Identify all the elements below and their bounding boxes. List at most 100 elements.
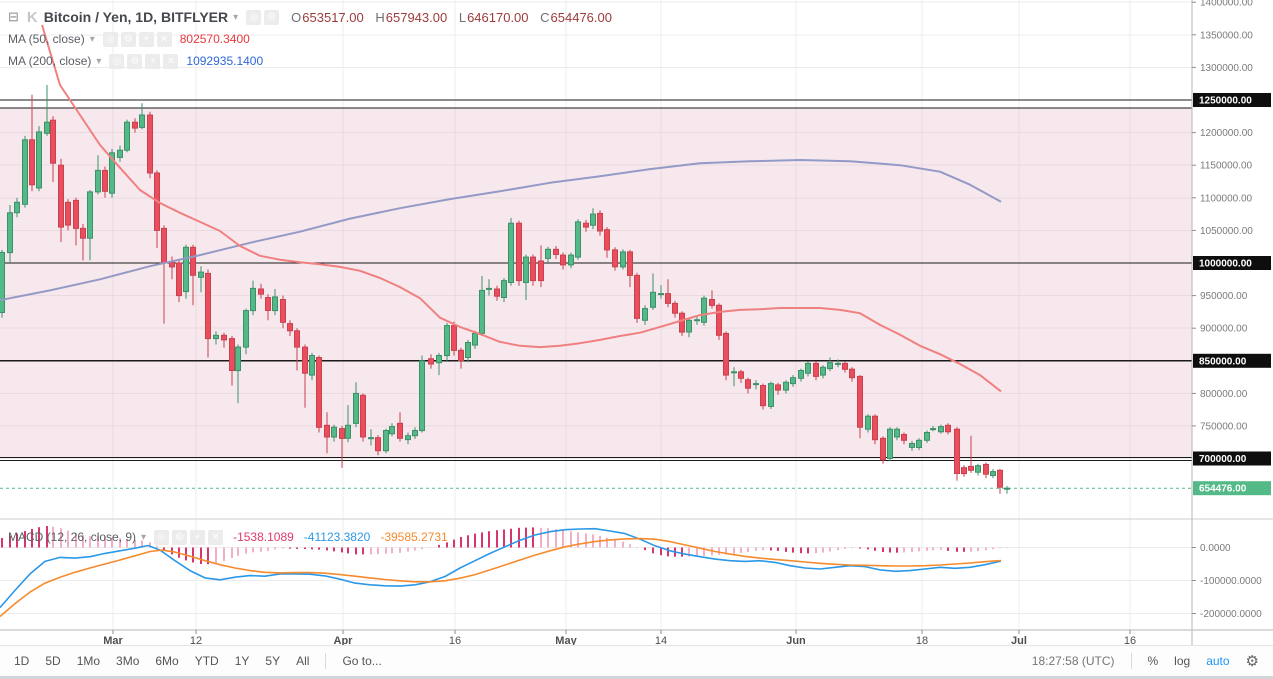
ma200-value: 1092935.1400 — [186, 54, 264, 68]
chevron-down-icon[interactable]: ▾ — [233, 11, 239, 23]
ma200-line — [0, 159, 1002, 302]
svg-text:1100000.00: 1100000.00 — [1200, 193, 1253, 204]
ma50-value: 802570.3400 — [179, 32, 250, 46]
svg-text:May: May — [555, 635, 577, 645]
chart-canvas[interactable]: 750000.00 800000.00 900000.00 950000.00 1050… — [0, 0, 1273, 645]
chevron-down-icon[interactable]: ▾ — [141, 531, 147, 543]
visibility-toggle-icon[interactable]: ◎ — [246, 9, 262, 25]
low-value: 646170.00 — [467, 9, 529, 25]
macd-signal-value: -39585.2731 — [380, 530, 448, 544]
range-5d[interactable]: 5D — [45, 654, 61, 668]
range-switcher: 1D 5D 1Mo 3Mo 6Mo YTD 1Y 5Y All Go to... — [14, 653, 382, 669]
axis-settings: 18:27:58 (UTC) % log auto ⚙ — [1032, 652, 1259, 670]
percent-scale-toggle[interactable]: % — [1147, 654, 1159, 668]
svg-text:1150000.00: 1150000.00 — [1200, 161, 1253, 172]
chevron-down-icon[interactable]: ▾ — [96, 55, 102, 67]
price-axis[interactable]: 750000.00 800000.00 900000.00 950000.00 1050… — [1191, 0, 1271, 645]
svg-text:950000.00: 950000.00 — [1200, 291, 1248, 302]
settings-gear-icon[interactable]: ⚙ — [264, 9, 280, 25]
svg-text:1400000.00: 1400000.00 — [1200, 0, 1253, 9]
visibility-toggle-icon[interactable]: ◎ — [102, 31, 118, 47]
range-all[interactable]: All — [296, 654, 310, 668]
svg-text:Jul: Jul — [1011, 635, 1027, 645]
svg-text:0.0000: 0.0000 — [1200, 543, 1231, 554]
svg-text:1350000.00: 1350000.00 — [1200, 30, 1253, 41]
remove-indicator-icon[interactable]: ✕ — [208, 529, 224, 545]
high-value: 657943.00 — [385, 9, 448, 25]
macd-line — [0, 527, 1002, 609]
macd-legend: MACD (12, 26, close, 9) ▾ ◎ ⚙ + ✕ -1538.… — [8, 526, 448, 548]
range-ytd[interactable]: YTD — [194, 654, 219, 668]
svg-text:12: 12 — [190, 635, 202, 645]
svg-text:16: 16 — [1124, 635, 1136, 645]
svg-text:1200000.00: 1200000.00 — [1200, 128, 1253, 139]
settings-gear-icon[interactable]: ⚙ — [120, 31, 136, 47]
visibility-toggle-icon[interactable]: ◎ — [109, 53, 125, 69]
svg-text:850000.00: 850000.00 — [1199, 356, 1247, 367]
open-value: 653517.00 — [302, 9, 364, 25]
close-label: C — [540, 9, 550, 25]
highlight-band — [0, 108, 1192, 458]
ma50-line — [41, 24, 1002, 393]
svg-text:700000.00: 700000.00 — [1199, 454, 1247, 465]
low-label: L — [458, 9, 467, 25]
settings-gear-icon[interactable]: ⚙ — [172, 529, 188, 545]
macd-hist-value: -1538.1089 — [233, 530, 294, 544]
svg-text:-200000.0000: -200000.0000 — [1200, 609, 1262, 620]
svg-text:18: 18 — [916, 635, 928, 645]
svg-text:750000.00: 750000.00 — [1200, 421, 1248, 432]
svg-text:Mar: Mar — [103, 635, 123, 645]
svg-text:Jun: Jun — [786, 635, 806, 645]
svg-text:1250000.00: 1250000.00 — [1199, 96, 1252, 107]
macd-signal-line — [0, 537, 1002, 618]
svg-text:Apr: Apr — [334, 635, 354, 645]
auto-scale-toggle[interactable]: auto — [1206, 654, 1230, 668]
exchange-logo-icon: K — [26, 8, 38, 26]
clock-utc[interactable]: 18:27:58 (UTC) — [1031, 654, 1115, 668]
symbol-row: ⊟ K Bitcoin / Yen, 1D, BITFLYER ▾ ◎ ⚙ O6… — [8, 6, 620, 28]
drawn-levels — [0, 99, 1192, 462]
log-scale-toggle[interactable]: log — [1174, 654, 1191, 668]
chart-properties-gear-icon[interactable]: ⚙ — [1245, 653, 1259, 670]
range-1mo[interactable]: 1Mo — [76, 654, 101, 668]
chevron-down-icon[interactable]: ▾ — [89, 33, 95, 45]
add-indicator-icon[interactable]: + — [145, 53, 161, 69]
goto-date-button[interactable]: Go to... — [342, 654, 382, 668]
svg-text:800000.00: 800000.00 — [1200, 389, 1248, 400]
add-indicator-icon[interactable]: + — [138, 31, 154, 47]
visibility-toggle-icon[interactable]: ◎ — [154, 529, 170, 545]
macd-pane — [0, 526, 1008, 618]
close-value: 654476.00 — [550, 9, 612, 25]
range-5y[interactable]: 5Y — [265, 654, 281, 668]
open-label: O — [291, 9, 302, 25]
collapse-pane-icon[interactable]: ⊟ — [8, 9, 19, 24]
settings-gear-icon[interactable]: ⚙ — [127, 53, 143, 69]
range-3mo[interactable]: 3Mo — [116, 654, 140, 668]
svg-text:16: 16 — [449, 635, 461, 645]
ma50-row: MA (50, close) ▾ ◎ ⚙ + ✕ 802570.3400 — [8, 28, 620, 50]
high-label: H — [375, 9, 385, 25]
macd-line-value: -41123.3820 — [303, 530, 371, 544]
ma200-label[interactable]: MA (200, close) — [8, 54, 92, 68]
range-1d[interactable]: 1D — [14, 654, 30, 668]
range-1y[interactable]: 1Y — [234, 654, 250, 668]
time-axis[interactable]: Mar 12 Apr 16 May 14 Jun 18 Jul 16 — [0, 629, 1273, 645]
macd-label[interactable]: MACD (12, 26, close, 9) — [8, 530, 137, 544]
svg-text:900000.00: 900000.00 — [1200, 324, 1248, 335]
price-chart-svg: 750000.00 800000.00 900000.00 950000.00 1050… — [0, 0, 1273, 645]
remove-indicator-icon[interactable]: ✕ — [163, 53, 179, 69]
moving-averages — [0, 24, 1002, 393]
add-indicator-icon[interactable]: + — [190, 529, 206, 545]
svg-text:1000000.00: 1000000.00 — [1199, 259, 1252, 270]
symbol-title[interactable]: Bitcoin / Yen, 1D, BITFLYER — [43, 9, 229, 25]
svg-text:1300000.00: 1300000.00 — [1200, 63, 1253, 74]
remove-indicator-icon[interactable]: ✕ — [156, 31, 172, 47]
range-6mo[interactable]: 6Mo — [155, 654, 179, 668]
toolbar-separator — [325, 653, 327, 669]
main-legend: ⊟ K Bitcoin / Yen, 1D, BITFLYER ▾ ◎ ⚙ O6… — [8, 6, 620, 72]
bottom-toolbar: 1D 5D 1Mo 3Mo 6Mo YTD 1Y 5Y All Go to...… — [0, 645, 1273, 679]
ohlc-readout: O653517.00 H657943.00 L646170.00 C654476… — [291, 10, 620, 25]
svg-text:14: 14 — [655, 635, 667, 645]
ma50-label[interactable]: MA (50, close) — [8, 32, 85, 46]
